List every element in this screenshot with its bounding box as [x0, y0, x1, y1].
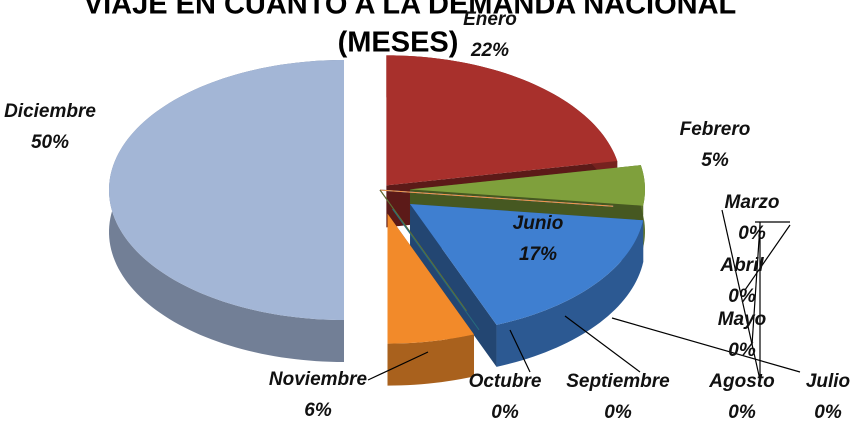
leader-line — [744, 224, 791, 291]
chart-title: (MESES) — [338, 27, 459, 59]
data-label: Octubre — [469, 371, 542, 392]
data-label: 0% — [728, 340, 756, 361]
slice — [410, 203, 644, 325]
data-label: Agosto — [708, 371, 774, 392]
pie — [109, 55, 645, 386]
slice — [387, 213, 475, 344]
leader-line — [611, 317, 801, 373]
slice-side — [387, 334, 475, 386]
data-label: Septiembre — [566, 371, 670, 392]
data-label: Marzo — [725, 192, 780, 213]
leader-line — [367, 351, 429, 381]
data-label: 0% — [604, 402, 632, 423]
slice — [109, 60, 344, 320]
data-label: 0% — [738, 223, 766, 244]
leader-line — [721, 209, 761, 381]
data-label: Abril — [719, 255, 764, 276]
slice-side — [496, 220, 644, 367]
slice — [379, 189, 614, 207]
data-label: 0% — [728, 402, 756, 423]
slice — [392, 208, 480, 331]
data-label: 22% — [470, 40, 509, 61]
slice — [386, 55, 618, 186]
data-label: 50% — [31, 132, 69, 153]
data-label: 0% — [728, 286, 756, 307]
data-label: Febrero — [680, 119, 751, 140]
data-label: 0% — [814, 402, 842, 423]
data-label: Julio — [806, 371, 850, 392]
leader-line — [751, 224, 761, 346]
data-label: 5% — [701, 150, 729, 171]
data-label: Junio — [513, 213, 564, 234]
data-label: Mayo — [718, 309, 767, 330]
slice — [379, 189, 467, 312]
leader-line — [509, 329, 531, 373]
data-label: Noviembre — [269, 369, 368, 390]
chart-title: VIAJE EN CUANTO A LA DEMANDA NACIONAL — [84, 0, 737, 21]
data-label: Enero — [463, 9, 517, 30]
data-label: Diciembre — [4, 101, 96, 122]
leader-line — [564, 315, 641, 373]
data-label: 0% — [491, 402, 519, 423]
slice — [409, 165, 645, 206]
data-label: 6% — [304, 400, 332, 421]
data-label: 17% — [519, 244, 557, 265]
